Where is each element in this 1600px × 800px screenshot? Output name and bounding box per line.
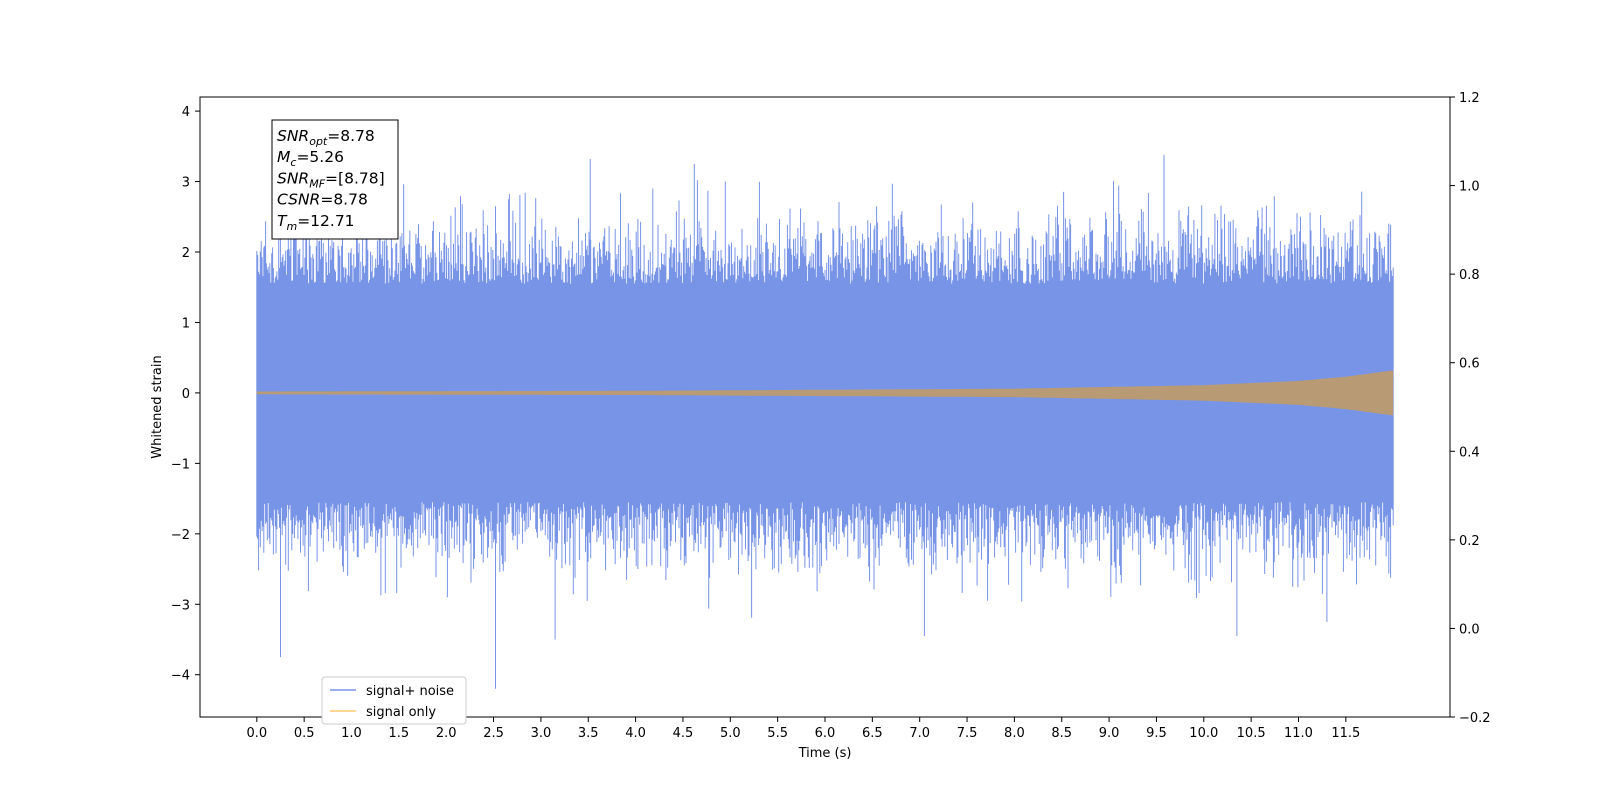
y-right-tick-label: 1.0 (1459, 180, 1480, 195)
x-tick-label: 0.5 (294, 726, 315, 741)
info-line: Mc=5.26 (277, 148, 344, 169)
y-right-tick-label: 0.4 (1459, 445, 1480, 460)
x-tick-label: 6.0 (815, 726, 836, 741)
x-tick-label: 10.5 (1237, 726, 1266, 741)
info-line: SNRMF=[8.78] (277, 169, 385, 190)
x-tick-label: 5.5 (767, 726, 788, 741)
info-box-frame (271, 119, 399, 240)
series-signal-noise (256, 154, 1394, 689)
y-right-tick-label: 0.6 (1459, 357, 1480, 372)
x-tick-label: 9.0 (1099, 726, 1120, 741)
x-tick-label: 10.0 (1189, 726, 1218, 741)
x-tick-label: 3.0 (531, 726, 552, 741)
x-tick-label: 2.0 (436, 726, 457, 741)
x-tick-label: 4.0 (625, 726, 646, 741)
x-tick-label: 2.5 (483, 726, 504, 741)
y-right-tick-label: 0.8 (1459, 268, 1480, 283)
series-signal-only (256, 370, 1394, 416)
y-tick-label: 3 (182, 176, 190, 191)
legend-label-noise: signal+ noise (366, 684, 454, 699)
y-tick-label: −2 (171, 528, 190, 543)
axes-layer: 0.0 0.5 1.0 1.5 2.0 2.5 3.0 3.5 4.0 4.5 5.0 5.5 6.0 6… (171, 91, 1491, 741)
x-tick-label: 0.0 (246, 726, 267, 741)
x-tick-label: 11.5 (1331, 726, 1360, 741)
legend: signal+ noise signal only (321, 676, 467, 725)
x-tick-label: 7.0 (909, 726, 930, 741)
y-tick-label: −4 (171, 669, 190, 684)
x-tick-label: 3.5 (578, 726, 599, 741)
y-tick-label: 0 (182, 387, 190, 402)
x-tick-label: 9.5 (1146, 726, 1167, 741)
y-right-tick-label: 0.0 (1459, 622, 1480, 637)
x-tick-label: 5.0 (720, 726, 741, 741)
x-tick-label: 1.0 (341, 726, 362, 741)
x-tick-label: 8.0 (1004, 726, 1025, 741)
x-tick-label: 8.5 (1051, 726, 1072, 741)
info-line: CSNR=8.78 (277, 191, 368, 209)
y-tick-label: 2 (182, 246, 190, 261)
legend-label-signal: signal only (366, 705, 436, 720)
y-tick-label: 1 (182, 316, 190, 331)
y-tick-label: −3 (171, 598, 190, 613)
plot-layer (256, 154, 1394, 689)
y-tick-label: 4 (182, 105, 190, 120)
x-tick-label: 11.0 (1284, 726, 1313, 741)
x-tick-label: 7.5 (957, 726, 978, 741)
y-tick-label: −1 (171, 457, 190, 472)
x-axis-label: Time (s) (798, 746, 852, 761)
y-right-tick-label: 0.2 (1459, 534, 1480, 549)
x-tick-label: 1.5 (389, 726, 410, 741)
x-tick-label: 6.5 (862, 726, 883, 741)
y-axis-label: Whitened strain (150, 355, 165, 458)
info-line: Tm=12.71 (277, 212, 355, 233)
x-tick-label: 4.5 (673, 726, 694, 741)
legend-frame (321, 676, 467, 725)
y-right-tick-label: 1.2 (1459, 91, 1480, 106)
y-right-tick-label: −0.2 (1459, 711, 1491, 726)
info-line: SNRopt=8.78 (277, 127, 375, 148)
